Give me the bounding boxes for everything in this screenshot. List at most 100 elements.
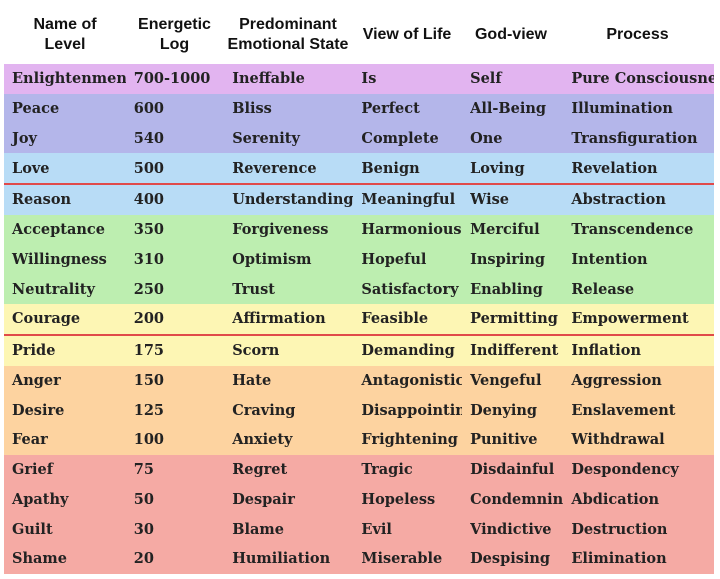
level-name-cell: Courage — [12, 310, 81, 328]
god-view-cell: Loving — [470, 159, 525, 177]
level-name-cell: Neutrality — [12, 280, 95, 298]
level-name-cell: Pride — [12, 342, 56, 360]
emotional-state-cell: Craving — [232, 401, 296, 419]
god-view-cell: Despising — [470, 550, 551, 568]
level-name-cell: Fear — [12, 431, 48, 449]
god-view-cell: Condemning — [470, 490, 564, 508]
process-cell: Pure Consciousness — [571, 70, 714, 88]
table-row: Joy 540 Serenity Complete One Transfiguration — [4, 123, 714, 154]
emotional-state-cell: Serenity — [232, 129, 300, 147]
level-name-cell: Shame — [12, 550, 67, 568]
process-cell: Transfiguration — [571, 129, 698, 147]
view-of-life-cell: Hopeless — [361, 490, 436, 508]
energetic-log-cell: 540 — [133, 129, 165, 147]
energetic-log-cell: 200 — [133, 310, 165, 328]
emotional-state-cell: Blame — [232, 520, 284, 538]
view-of-life-cell: Perfect — [361, 100, 420, 118]
emotional-state-cell: Scorn — [232, 342, 280, 360]
header-process: Process — [606, 26, 669, 43]
god-view-cell: Merciful — [470, 221, 540, 239]
emotional-state-cell: Understanding — [232, 191, 354, 209]
table-row: Pride 175 Scorn Demanding Indifferent Inflati… — [4, 333, 714, 366]
view-of-life-cell: Feasible — [361, 310, 429, 328]
energetic-log-cell: 50 — [133, 490, 154, 508]
table-row: Enlightenment 700-1000 Ineffable Is Self Pure… — [4, 64, 714, 94]
level-name-cell: Joy — [12, 129, 37, 147]
view-of-life-cell: Disappointing — [361, 401, 463, 419]
energetic-log-cell: 20 — [133, 550, 154, 568]
emotional-state-cell: Ineffable — [232, 70, 305, 88]
header-energetic-log: Energetic Log — [138, 16, 211, 53]
table-row: Willingness 310 Optimism Hopeful Inspiring In… — [4, 244, 714, 275]
table-row: Peace 600 Bliss Perfect All-Being Illuminatio… — [4, 93, 714, 124]
process-cell: Abdication — [571, 490, 660, 508]
view-of-life-cell: Complete — [361, 129, 439, 147]
process-cell: Transcendence — [571, 221, 694, 239]
process-cell: Inflation — [571, 342, 642, 360]
table-row: Acceptance 350 Forgiveness Harmonious Mercif… — [4, 214, 714, 245]
process-cell: Elimination — [571, 550, 667, 568]
table-row: Love 500 Reverence Benign Loving Revelation — [4, 153, 714, 183]
level-name-cell: Apathy — [12, 490, 69, 508]
god-view-cell: Vindictive — [470, 520, 552, 538]
table-row: Guilt 30 Blame Evil Vindictive Destruction — [4, 514, 714, 544]
god-view-cell: Disdainful — [470, 461, 555, 479]
process-cell: Aggression — [571, 371, 662, 389]
process-cell: Empowerment — [571, 310, 689, 328]
energetic-log-cell: 500 — [133, 159, 165, 177]
header-emotional-state: Predominant Emotional State — [227, 16, 349, 53]
energetic-log-cell: 400 — [133, 191, 165, 209]
table-header: Name of Level Energetic Log Predominant … — [4, 6, 714, 64]
emotional-state-cell: Despair — [232, 490, 295, 508]
view-of-life-cell: Benign — [361, 159, 420, 177]
energetic-log-cell: 250 — [133, 280, 165, 298]
view-of-life-cell: Tragic — [361, 461, 413, 479]
emotional-state-cell: Trust — [232, 280, 275, 298]
emotional-state-cell: Affirmation — [232, 310, 326, 328]
process-cell: Intention — [571, 250, 648, 268]
energetic-log-cell: 175 — [133, 342, 165, 360]
table-row: Neutrality 250 Trust Satisfactory Enabling Re… — [4, 274, 714, 304]
process-cell: Destruction — [571, 520, 668, 538]
emotional-state-cell: Anxiety — [232, 431, 293, 449]
level-name-cell: Enlightenment — [12, 70, 126, 88]
level-name-cell: Reason — [12, 191, 72, 209]
emotional-state-cell: Optimism — [232, 250, 312, 268]
table-row: Desire 125 Craving Disappointing Denying Ensl… — [4, 395, 714, 425]
view-of-life-cell: Harmonious — [361, 221, 462, 239]
process-cell: Illumination — [571, 100, 673, 118]
level-name-cell: Love — [12, 159, 50, 177]
energetic-log-cell: 700-1000 — [133, 70, 211, 88]
level-name-cell: Grief — [12, 461, 53, 479]
header-god-view: God-view — [474, 26, 547, 43]
table-row: Shame 20 Humiliation Miserable Despising Elim… — [4, 544, 714, 574]
energetic-log-cell: 100 — [133, 431, 165, 449]
energetic-log-cell: 125 — [133, 401, 165, 419]
table-body: Enlightenment 700-1000 Ineffable Is Self Pure… — [4, 64, 714, 574]
process-cell: Withdrawal — [571, 431, 665, 449]
header-name-of-level: Name of Level — [33, 16, 97, 53]
god-view-cell: Inspiring — [470, 250, 546, 268]
view-of-life-cell: Hopeful — [361, 250, 427, 268]
table-row: Courage 200 Affirmation Feasible Permitting E… — [4, 304, 714, 334]
energetic-log-cell: 310 — [133, 250, 165, 268]
table-row: Fear 100 Anxiety Frightening Punitive Withdra… — [4, 425, 714, 455]
god-view-cell: Enabling — [470, 280, 543, 298]
view-of-life-cell: Evil — [361, 520, 392, 538]
level-name-cell: Willingness — [12, 250, 107, 268]
god-view-cell: Punitive — [470, 431, 538, 449]
level-name-cell: Anger — [12, 371, 61, 389]
table-row: Apathy 50 Despair Hopeless Condemning Abdicat… — [4, 484, 714, 515]
god-view-cell: Indifferent — [470, 342, 559, 360]
view-of-life-cell: Miserable — [361, 550, 443, 568]
process-cell: Despondency — [571, 461, 679, 479]
energetic-log-cell: 75 — [133, 461, 154, 479]
god-view-cell: Vengeful — [470, 371, 542, 389]
level-name-cell: Acceptance — [12, 221, 105, 239]
levels-table: Name of Level Energetic Log Predominant … — [4, 6, 714, 574]
level-name-cell: Peace — [12, 100, 60, 118]
energetic-log-cell: 350 — [133, 221, 165, 239]
emotional-state-cell: Hate — [232, 371, 272, 389]
view-of-life-cell: Demanding — [361, 342, 455, 360]
level-name-cell: Guilt — [12, 520, 53, 538]
